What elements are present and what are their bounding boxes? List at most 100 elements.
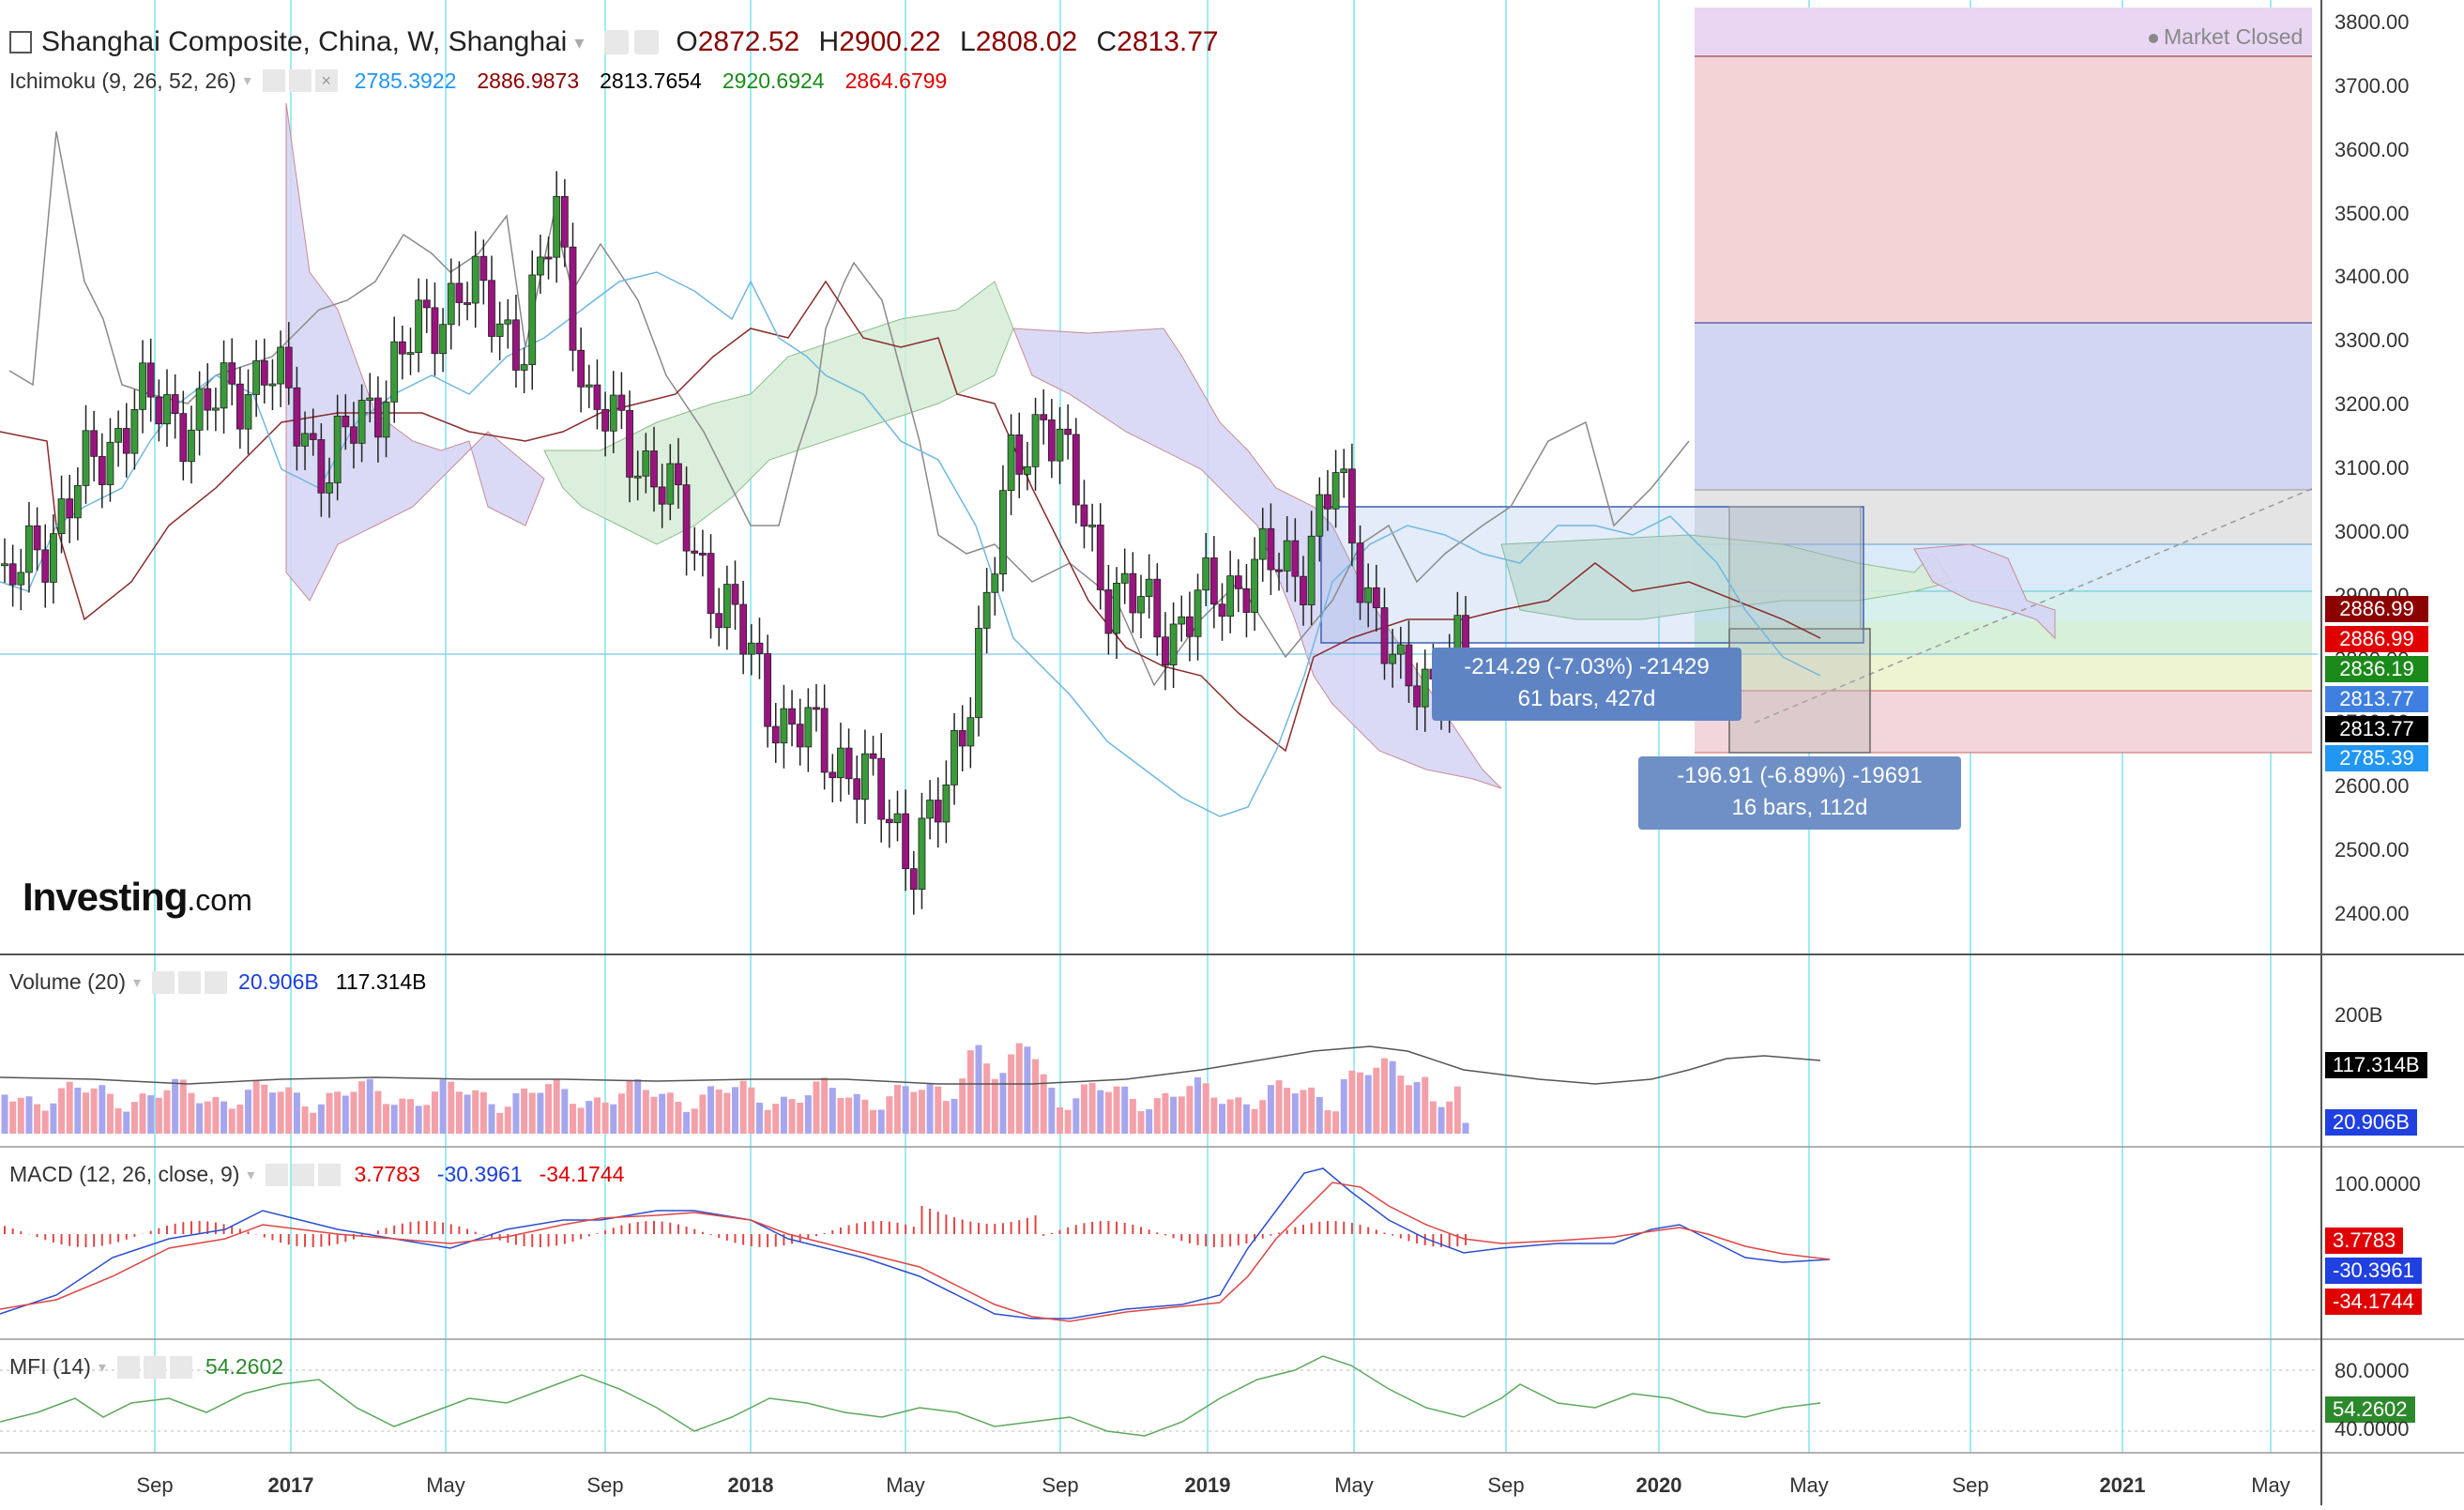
candle [188,405,195,484]
volume-bar [172,1078,179,1134]
candle [528,250,537,390]
candle [211,388,220,432]
gear-icon[interactable] [288,69,312,92]
collapse-icon[interactable] [9,31,32,53]
candle [707,534,715,639]
candle [780,684,788,769]
time-axis-label: Sep [586,1473,624,1497]
candle [179,390,188,480]
volume-bar [472,1090,479,1134]
candle [1396,626,1405,679]
indicator-controls[interactable]: × [262,69,338,92]
gear-icon[interactable] [634,30,660,54]
eye-icon[interactable] [262,69,285,92]
volume-bar [666,1092,674,1134]
volume-bar [699,1094,707,1134]
volume-bar [236,1105,244,1134]
volume-bar [1024,1046,1031,1134]
time-axis-label: Sep [1487,1473,1525,1497]
volume-bar [935,1086,942,1134]
measure-label-1[interactable]: -214.29 (-7.03%) -21429 61 bars, 427d [1432,648,1742,721]
indicator-controls[interactable] [266,1163,342,1186]
eye-icon[interactable] [116,1355,140,1379]
volume-bar [455,1091,463,1134]
candle [1064,404,1072,460]
eye-icon[interactable] [604,30,630,54]
volume-bar [1226,1099,1234,1134]
fib-zones [1695,8,2312,754]
volume-bar [1088,1082,1096,1134]
volume-bar [448,1081,455,1134]
ichimoku-label[interactable]: Ichimoku (9, 26, 52, 26) [9,68,236,93]
chart-title[interactable]: Shanghai Composite, China, W, Shanghai [41,26,568,57]
legend-mfi: MFI (14) ▾ 54.2602 [9,1354,283,1380]
candle [130,389,139,470]
volume-bar [41,1110,49,1134]
eye-icon[interactable] [152,970,175,994]
candle [228,338,236,405]
volume-bar [617,1093,625,1134]
volume-label[interactable]: Volume (20) [9,969,127,994]
volume-bar [748,1087,755,1134]
measure-box-3[interactable] [1728,506,1862,630]
chevron-down-icon[interactable]: ▾ [574,32,585,53]
close-icon[interactable]: × [314,69,338,92]
candle [991,557,999,616]
candle [520,347,528,394]
indicator-toolbar-icons[interactable] [604,30,660,54]
gear-icon[interactable] [143,1355,166,1379]
candle [236,367,244,450]
ichimoku-lagging-value: 2813.7654 [600,68,702,93]
mfi-label[interactable]: MFI (14) [9,1354,91,1379]
ichimoku-cloud-future [1500,534,1953,620]
candle [66,475,74,543]
measure-label-2[interactable]: -196.91 (-6.89%) -19691 16 bars, 112d [1638,756,1961,830]
volume-bar [245,1090,251,1134]
price-tag: 2886.99 [2325,596,2428,622]
volume-bar [861,1099,869,1134]
time-axis-label: Sep [1042,1473,1079,1497]
macd-line [0,1167,1831,1319]
trend-line[interactable] [1754,487,2315,724]
indicator-controls[interactable] [152,970,228,994]
eye-icon[interactable] [266,1163,289,1186]
volume-bar [902,1086,909,1134]
candle [163,369,171,448]
gear-icon[interactable] [292,1163,315,1186]
candle [1169,602,1178,689]
legend-main: Shanghai Composite, China, W, Shanghai ▾… [9,19,1219,66]
volume-bar [723,1092,731,1134]
candle [301,411,309,470]
volume-bar [464,1094,471,1134]
measure-box-1[interactable] [1320,506,1864,644]
indicator-controls[interactable] [116,1355,192,1379]
chevron-down-icon[interactable]: ▾ [247,1167,255,1183]
mfi-value: 54.2602 [205,1354,284,1379]
candle [293,366,301,471]
gear-icon[interactable] [178,970,202,994]
ichimoku-base-value: 2886.9873 [477,68,580,93]
close-icon[interactable] [169,1355,192,1379]
candle [1153,563,1162,656]
candle [731,560,739,631]
volume-bar [942,1101,950,1134]
volume-bar [1072,1098,1080,1134]
chevron-down-icon[interactable]: ▾ [133,974,142,991]
candle [114,410,122,467]
macd-hist-value: 3.7783 [354,1162,420,1186]
measure-label-1-line1: -214.29 (-7.03%) -21429 [1464,654,1710,679]
close-icon[interactable] [205,970,228,994]
candle [171,374,179,439]
close-icon[interactable] [318,1163,342,1186]
chevron-down-icon[interactable]: ▾ [243,73,251,89]
volume-bar [439,1079,447,1134]
chevron-down-icon[interactable]: ▾ [98,1359,106,1376]
price-tag: 2813.77 [2325,716,2428,742]
open-label: O [676,26,698,57]
measure-box-2[interactable] [1728,628,1871,754]
volume-bar [821,1077,829,1134]
macd-label[interactable]: MACD (12, 26, close, 9) [9,1162,240,1186]
high-value: 2900.22 [839,26,941,57]
candle [1080,480,1088,549]
